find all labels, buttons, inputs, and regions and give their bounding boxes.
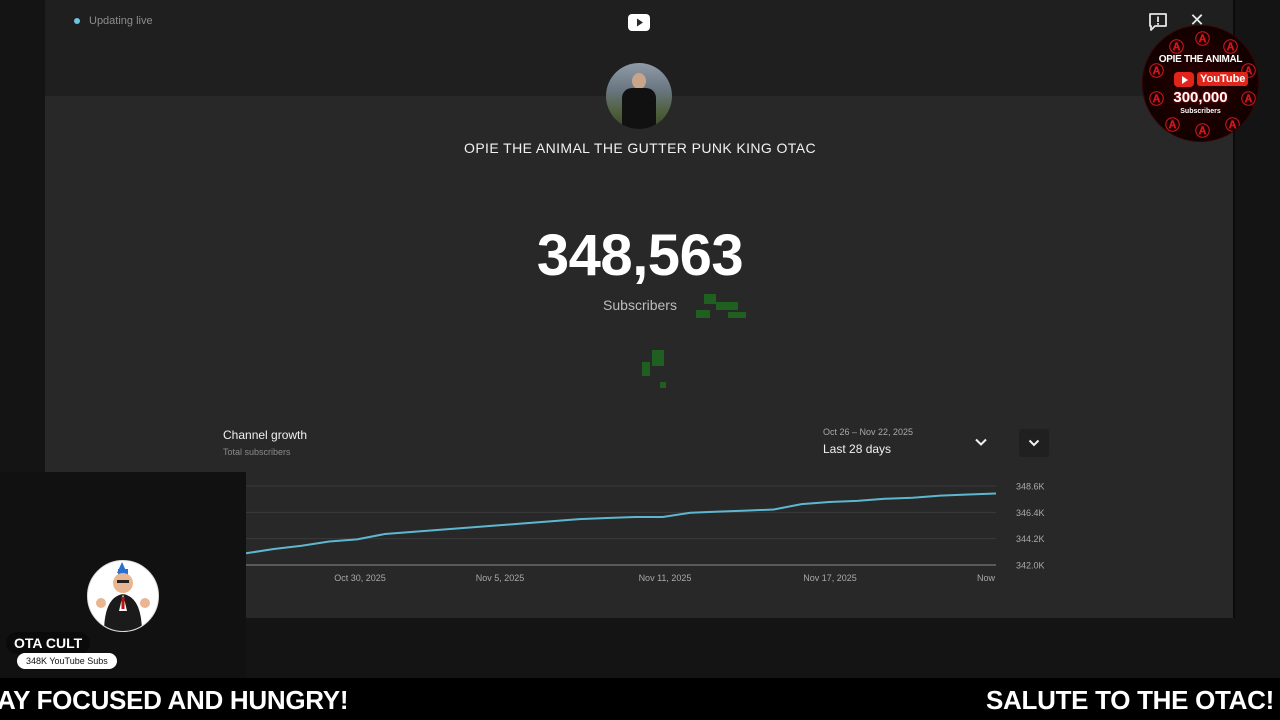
youtube-play-icon	[628, 14, 650, 31]
growth-title: Channel growth	[223, 428, 308, 442]
milestone-badge: Ⓐ Ⓐ Ⓐ Ⓐ Ⓐ Ⓐ Ⓐ Ⓐ Ⓐ Ⓐ OPIE THE ANIMAL YouT…	[1142, 25, 1259, 142]
x-tick-label: Nov 11, 2025	[639, 573, 692, 583]
video-artifact	[660, 382, 666, 388]
panel-edge	[1233, 0, 1235, 618]
anarchy-icon: Ⓐ	[1223, 39, 1239, 56]
overlay-channel-name: OTA CULT	[6, 632, 91, 654]
avatar-head	[632, 73, 646, 89]
anarchy-icon: Ⓐ	[1195, 123, 1211, 140]
avatar-body	[622, 88, 656, 129]
badge-title: OPIE THE ANIMAL	[1158, 54, 1243, 65]
video-artifact	[704, 294, 716, 304]
period-selector[interactable]: Last 28 days	[823, 442, 892, 456]
live-status: Updating live	[74, 15, 153, 27]
anarchy-icon: Ⓐ	[1241, 91, 1257, 108]
anarchy-icon: Ⓐ	[1149, 63, 1165, 80]
video-artifact	[728, 312, 746, 318]
anarchy-icon: Ⓐ	[1165, 117, 1181, 134]
ticker-message: SALUTE TO THE OTAC! W	[986, 685, 1280, 715]
y-tick-label: 344.2K	[1016, 534, 1045, 544]
badge-milestone-label: Subscribers	[1180, 108, 1221, 115]
x-tick-label: Now	[977, 573, 996, 583]
anarchy-icon: Ⓐ	[1169, 39, 1185, 56]
badge-youtube-logo: YouTube	[1174, 70, 1249, 88]
live-status-label: Updating live	[89, 15, 153, 27]
badge-milestone-count: 300,000	[1173, 89, 1228, 106]
anarchy-icon: Ⓐ	[1195, 31, 1211, 48]
video-artifact	[642, 362, 650, 376]
growth-subtitle: Total subscribers	[223, 447, 291, 457]
anarchy-icon: Ⓐ	[1149, 91, 1165, 108]
x-tick-label: Nov 5, 2025	[476, 573, 525, 583]
video-artifact	[696, 310, 710, 318]
video-artifact	[716, 302, 738, 310]
ticker-message: AY FOCUSED AND HUNGRY!	[0, 685, 349, 715]
live-dot-icon	[74, 18, 80, 24]
scrolling-ticker: AY FOCUSED AND HUNGRY! SALUTE TO THE OTA…	[0, 678, 1280, 720]
series-line	[246, 492, 997, 555]
x-tick-label: Nov 17, 2025	[803, 573, 857, 583]
channel-avatar	[606, 63, 672, 129]
overlay-sub-count: 348K YouTube Subs	[17, 653, 117, 669]
youtube-play-icon	[1174, 71, 1194, 87]
y-tick-label: 342.0K	[1016, 561, 1045, 571]
subscriber-label: Subscribers	[603, 297, 677, 313]
chevron-down-icon[interactable]	[972, 433, 990, 451]
feedback-icon[interactable]	[1148, 12, 1168, 32]
x-tick-label: Oct 30, 2025	[334, 573, 386, 583]
channel-growth-chart: 348.6K 346.4K 344.2K 342.0K Oct 30, 2025 Nov …	[246, 482, 1045, 583]
badge-youtube-word: YouTube	[1197, 72, 1249, 86]
video-artifact	[652, 350, 664, 366]
anarchy-icon: Ⓐ	[1225, 117, 1241, 134]
chevron-down-icon	[1028, 439, 1040, 447]
date-range-label: Oct 26 – Nov 22, 2025	[823, 427, 914, 437]
channel-name: OPIE THE ANIMAL THE GUTTER PUNK KING OTA…	[464, 140, 816, 156]
subscriber-count: 348,563	[536, 223, 744, 288]
y-tick-label: 346.4K	[1016, 508, 1045, 518]
mascot-avatar	[87, 560, 159, 632]
y-tick-label: 348.6K	[1016, 482, 1045, 492]
expand-chart-button[interactable]	[1019, 429, 1049, 457]
